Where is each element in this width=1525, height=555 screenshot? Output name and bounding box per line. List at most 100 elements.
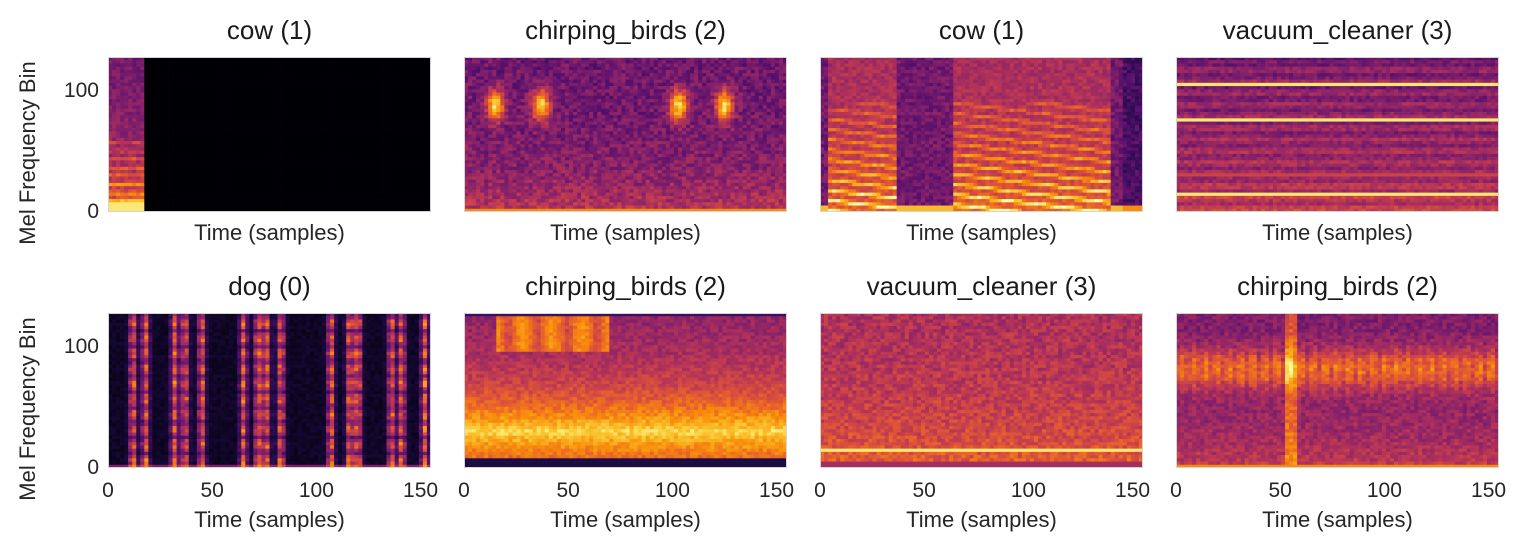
heatmap-cell xyxy=(520,157,525,161)
heatmap-cell xyxy=(229,199,234,203)
heatmap-cell xyxy=(480,137,485,142)
heatmap-cell xyxy=(277,105,282,110)
heatmap-cell xyxy=(164,153,169,158)
heatmap-cell xyxy=(468,189,473,193)
heatmap-cell xyxy=(221,79,226,84)
heatmap-cell xyxy=(152,69,157,74)
heatmap-cell xyxy=(297,134,303,139)
heatmap-cell xyxy=(378,121,383,126)
heatmap-cell xyxy=(406,105,412,110)
heatmap-cell xyxy=(112,124,117,129)
heatmap-cell xyxy=(124,95,129,100)
heatmap-cell xyxy=(140,69,145,74)
heatmap-cell xyxy=(208,182,214,187)
heatmap-cell xyxy=(156,150,161,155)
heatmap-cell xyxy=(540,121,546,126)
heatmap-cell xyxy=(480,199,485,203)
heatmap-cell xyxy=(508,128,513,132)
heatmap-cell xyxy=(217,160,222,164)
heatmap-cell xyxy=(536,170,542,174)
heatmap-cell xyxy=(317,76,323,80)
heatmap-cell xyxy=(488,199,493,203)
heatmap-cell xyxy=(124,89,129,93)
heatmap-cell xyxy=(488,60,493,64)
heatmap-cell xyxy=(504,115,509,119)
heatmap-cell xyxy=(261,118,266,122)
heatmap-cell xyxy=(374,182,379,187)
heatmap-cell xyxy=(536,121,542,126)
heatmap-cell xyxy=(468,160,473,164)
heatmap-cell xyxy=(496,150,501,155)
heatmap-cell xyxy=(536,166,542,171)
heatmap-cell xyxy=(309,199,315,203)
heatmap-cell xyxy=(124,173,129,177)
heatmap-cell xyxy=(241,153,246,158)
heatmap-cell xyxy=(472,118,477,122)
heatmap-cell xyxy=(552,202,558,206)
heatmap-cell xyxy=(410,195,416,200)
heatmap-cell xyxy=(148,199,153,203)
heatmap-cell xyxy=(334,95,339,100)
heatmap-cell xyxy=(116,153,121,158)
heatmap-cell xyxy=(548,195,554,200)
heatmap-cell xyxy=(249,95,254,100)
heatmap-cell xyxy=(374,150,379,155)
heatmap-cell xyxy=(257,76,262,80)
heatmap-cell xyxy=(468,69,473,74)
heatmap-cell xyxy=(472,92,477,97)
heatmap-cell xyxy=(402,189,408,193)
heatmap-cell xyxy=(394,86,400,90)
heatmap-cell xyxy=(464,79,469,84)
heatmap-cell xyxy=(556,173,562,177)
heatmap-cell xyxy=(196,179,202,184)
heatmap-cell xyxy=(548,128,554,132)
heatmap-cell xyxy=(426,60,431,64)
heatmap-cell xyxy=(200,128,206,132)
heatmap-cell xyxy=(196,73,202,77)
heatmap-cell xyxy=(309,60,315,64)
heatmap-cell xyxy=(496,176,501,181)
heatmap-cell xyxy=(540,208,546,212)
heatmap-cell xyxy=(524,121,529,126)
heatmap-cell xyxy=(285,157,291,161)
heatmap-cell xyxy=(536,144,542,148)
heatmap-cell xyxy=(342,176,347,181)
heatmap-cell xyxy=(330,195,335,200)
heatmap-cell xyxy=(148,108,153,113)
heatmap-cell xyxy=(200,134,206,139)
heatmap-cell xyxy=(350,140,355,145)
heatmap-cell xyxy=(488,176,493,181)
heatmap-cell xyxy=(374,73,379,77)
heatmap-cell xyxy=(468,173,473,177)
heatmap-cell xyxy=(124,189,129,193)
heatmap-cell xyxy=(112,166,117,171)
heatmap-cell xyxy=(464,134,469,139)
heatmap-cell xyxy=(269,69,274,74)
heatmap-cell xyxy=(152,140,157,145)
heatmap-cell xyxy=(540,150,546,155)
heatmap-cell xyxy=(108,108,113,113)
heatmap-cell xyxy=(132,105,137,110)
heatmap-cell xyxy=(108,102,113,106)
heatmap-cell xyxy=(261,98,266,103)
heatmap-cell xyxy=(188,128,194,132)
heatmap-cell xyxy=(164,202,169,206)
heatmap-cell xyxy=(257,153,262,158)
heatmap-cell xyxy=(120,89,125,93)
heatmap-cell xyxy=(464,192,469,197)
heatmap-cell xyxy=(176,153,182,158)
heatmap-cell xyxy=(176,102,182,106)
heatmap-cell xyxy=(200,140,206,145)
heatmap-cell xyxy=(500,163,505,168)
heatmap-cell xyxy=(192,63,198,68)
heatmap-cell xyxy=(144,182,149,187)
heatmap-cell xyxy=(544,137,550,142)
heatmap-cell xyxy=(180,60,186,64)
heatmap-cell xyxy=(410,82,416,87)
heatmap-cell xyxy=(253,76,258,80)
heatmap-cell xyxy=(528,108,533,113)
heatmap-cell xyxy=(136,60,141,64)
heatmap-cell xyxy=(418,124,424,129)
heatmap-cell xyxy=(418,108,424,113)
heatmap-cell xyxy=(168,199,173,203)
